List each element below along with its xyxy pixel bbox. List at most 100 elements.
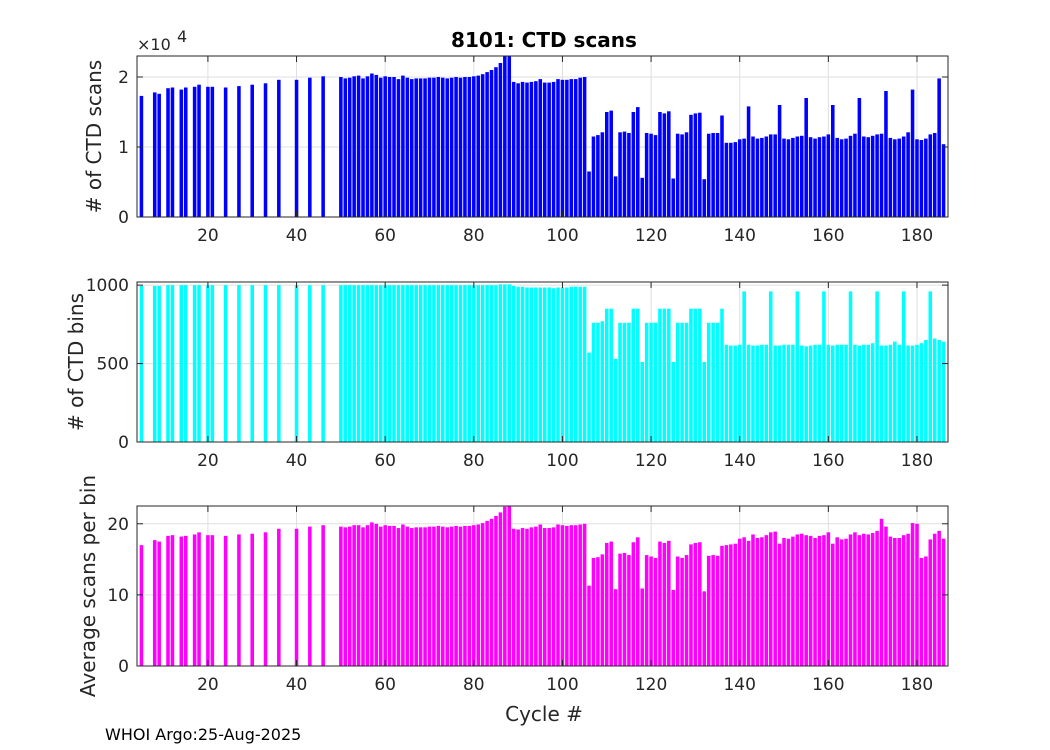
average-scans-per-bin-bar — [689, 544, 693, 666]
ctd-bins-bar — [884, 345, 888, 442]
ctd-bins-bar — [578, 286, 582, 442]
ctd-bins-bar — [538, 287, 543, 442]
ctd-bins-bar — [658, 308, 662, 442]
ctd-scans-bar — [591, 136, 596, 217]
x-tick-label: 180 — [901, 675, 933, 695]
average-scans-per-bin-bar — [352, 525, 356, 666]
ctd-bins-bar — [525, 287, 529, 442]
ctd-bins-bar — [383, 285, 387, 442]
x-tick-label: 20 — [197, 675, 219, 695]
average-scans-per-bin-bar — [507, 506, 512, 666]
ctd-scans-bar — [667, 111, 671, 217]
average-scans-per-bin-bar — [511, 528, 516, 666]
ctd-scans-bar — [192, 86, 197, 217]
ctd-scans-bar — [848, 135, 853, 217]
average-scans-per-bin-bar — [494, 515, 498, 666]
ctd-scans-bar — [489, 70, 494, 217]
average-scans-per-bin-bar — [485, 520, 489, 666]
ctd-bins-bar — [560, 287, 565, 442]
ctd-scans-bar — [724, 142, 729, 217]
ctd-scans-bar — [356, 75, 361, 217]
ctd-scans-bar — [352, 76, 356, 217]
ctd-bins-bar — [489, 285, 494, 442]
x-tick-label: 60 — [374, 675, 396, 695]
average-scans-per-bin-bar — [768, 532, 773, 666]
ctd-scans-bar — [622, 131, 627, 217]
ctd-scans-bar — [768, 134, 773, 217]
ctd-bins-bar — [542, 287, 547, 442]
ctd-bins-bar — [427, 285, 432, 442]
ctd-scans-bar — [853, 133, 857, 217]
ctd-scans-bar — [689, 114, 693, 217]
ctd-bins-bar — [941, 341, 946, 442]
ctd-bins-bar — [693, 308, 698, 442]
ctd-scans-bar — [392, 77, 396, 217]
ctd-scans-bar — [432, 77, 436, 217]
x-tick-label: 40 — [286, 226, 308, 246]
average-scans-per-bin-bar — [237, 534, 241, 666]
y-tick-label: 1000 — [86, 276, 129, 296]
ctd-scans-bar — [441, 77, 445, 217]
ctd-scans-bar — [542, 82, 547, 217]
average-scans-per-bin-panel: 20 40 60 80 100 120 140 160 180 0 10 20 Average scan… — [76, 475, 949, 697]
average-scans-per-bin-bar — [498, 512, 503, 666]
x-tick-label: 100 — [546, 675, 578, 695]
x-tick-label: 100 — [546, 226, 578, 246]
ctd-bins-bar — [520, 286, 525, 442]
average-scans-per-bin-bar — [503, 506, 507, 666]
ctd-scans-bar — [587, 171, 591, 217]
ctd-bins-bar — [644, 322, 649, 442]
ctd-scans-bar — [152, 92, 157, 217]
ctd-scans-bar — [485, 72, 489, 217]
ctd-bins-bar — [857, 345, 862, 442]
ctd-bins-bar — [308, 285, 312, 442]
average-scans-per-bin-bar — [170, 535, 175, 666]
ctd-scans-bar — [436, 77, 441, 217]
ctd-bins-bar — [600, 321, 605, 442]
ctd-bins-bar — [932, 338, 937, 442]
ctd-bins-bar — [582, 286, 587, 442]
ctd-bins-bar — [503, 284, 507, 442]
ctd-scans-bar — [534, 81, 538, 217]
ctd-scans-bar — [702, 179, 707, 217]
ctd-bins-bar — [618, 322, 622, 442]
ctd-bins-bar — [511, 285, 516, 442]
x-tick-label: 180 — [901, 451, 933, 471]
ctd-scans-bar — [507, 56, 512, 217]
average-scans-per-bin-bar — [906, 533, 910, 666]
ctd-scans-bar — [693, 113, 698, 217]
x-tick-label: 60 — [374, 226, 396, 246]
ctd-bins-bar — [565, 287, 569, 442]
ctd-bins-bar — [387, 285, 392, 442]
ctd-scans-bar — [387, 77, 392, 217]
ctd-bins-panel: 20 40 60 80 100 120 140 160 180 0 500 1000# of CTD … — [64, 276, 949, 471]
ctd-bins-bar — [192, 285, 197, 442]
ctd-scans-bar — [893, 139, 897, 217]
average-scans-per-bin-bar — [427, 526, 432, 666]
x-tick-label: 60 — [374, 451, 396, 471]
ctd-scans-bar — [698, 112, 702, 217]
y-tick-label: 500 — [97, 355, 129, 375]
ctd-scans-bar — [773, 134, 777, 217]
ctd-scans-bar — [573, 79, 578, 217]
average-scans-per-bin-bar — [715, 555, 720, 666]
ctd-scans-panel: 20 40 60 80 100 120 140 160 180 0 1 2 # of CTD scans… — [82, 27, 949, 246]
ctd-bins-bar — [401, 285, 405, 442]
ctd-bins-bar — [432, 285, 436, 442]
ctd-bins-bar — [467, 285, 472, 442]
average-scans-per-bin-bar — [932, 533, 937, 666]
ctd-scans-bar — [711, 133, 715, 217]
ctd-bins-bar — [183, 285, 188, 442]
axes-box — [136, 55, 949, 218]
ctd-scans-bar — [166, 88, 170, 217]
ctd-scans-bar — [808, 137, 813, 217]
ctd-scans-bar — [525, 82, 529, 217]
average-scans-per-bin-bar — [343, 527, 348, 666]
average-scans-per-bin-bar — [409, 528, 414, 666]
ctd-scans-bar — [343, 78, 348, 218]
ctd-bins-bar — [879, 345, 884, 442]
average-scans-per-bin-bar — [308, 526, 312, 666]
ctd-bins-bar — [604, 308, 609, 442]
ctd-scans-bar — [835, 137, 839, 217]
ctd-bins-bar — [587, 352, 591, 442]
